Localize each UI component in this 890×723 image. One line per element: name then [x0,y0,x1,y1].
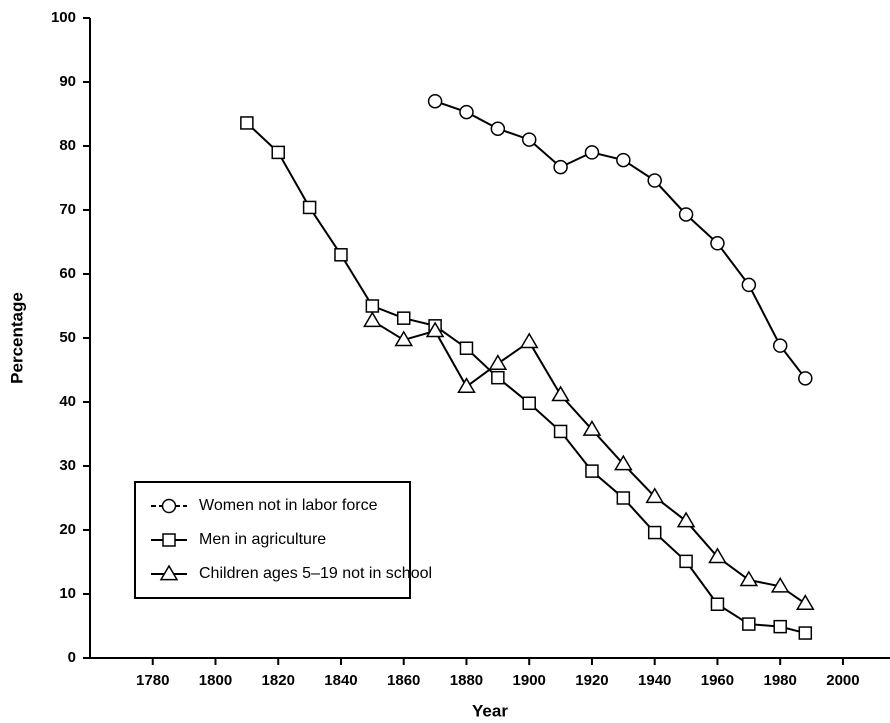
marker [795,594,815,610]
y-tick-label: 60 [59,265,76,282]
marker [488,354,508,370]
marker [739,570,759,587]
legend: Women not in labor force Men in agricultu… [134,481,432,599]
marker [553,159,568,175]
marker [240,116,254,130]
marker [772,338,788,353]
marker [519,332,539,349]
marker [394,330,414,347]
marker [645,487,665,504]
marker [271,145,285,160]
marker [459,341,474,355]
x-tick-label: 1780 [136,672,169,689]
series-line [434,100,807,379]
x-tick-label: 1980 [764,672,797,689]
marker [159,564,179,581]
marker [162,533,176,547]
marker [302,200,317,215]
marker [551,385,570,402]
legend-label: Men in agriculture [199,531,326,548]
x-tick-label: 1820 [262,672,295,689]
y-tick-label: 10 [59,585,76,602]
marker [710,236,725,251]
y-tick-label: 30 [59,457,76,474]
marker [798,371,813,386]
x-tick-label: 1900 [513,672,546,689]
x-tick-label: 1860 [387,672,420,689]
y-tick-label: 0 [68,649,76,666]
marker [678,207,694,222]
marker [427,93,443,109]
marker [363,311,382,328]
y-tick-label: 90 [59,73,76,90]
marker [365,299,380,313]
marker [457,377,476,393]
x-tick-label: 1960 [701,672,734,689]
marker [459,104,474,120]
y-tick-label: 20 [59,521,76,538]
marker [614,454,633,471]
marker [798,626,813,640]
marker [584,145,600,160]
x-axis-label: Year [472,701,508,720]
x-tick-label: 1800 [199,672,232,689]
legend-label: Women not in labor force [199,497,378,514]
marker [334,248,348,262]
y-axis-label: Percentage [7,292,26,384]
marker [676,511,696,528]
marker [161,498,177,514]
marker [396,311,411,325]
legend-label: Children ages 5–19 not in school [199,565,432,582]
marker [522,396,536,411]
marker [710,597,725,611]
marker [708,547,727,564]
marker [616,491,631,505]
marker [647,525,662,540]
y-tick-label: 70 [59,201,76,218]
marker [647,173,662,188]
x-tick-label: 2000 [826,672,859,689]
marker [679,554,693,569]
x-tick-label: 1920 [575,672,608,689]
marker [491,370,505,385]
x-tick-label: 1840 [324,672,357,689]
marker [773,619,787,634]
marker [585,464,599,478]
marker [582,420,602,436]
marker [742,617,756,631]
series-line [371,319,806,605]
marker [490,121,506,136]
marker [553,424,568,439]
y-tick-label: 40 [59,393,76,410]
marker [770,576,790,593]
y-tick-label: 80 [59,137,76,154]
marker [616,152,631,168]
marker [741,277,757,293]
y-tick-label: 100 [51,9,76,26]
marker [425,321,445,338]
x-tick-label: 1880 [450,672,483,689]
y-tick-label: 50 [59,329,76,346]
marker [521,132,537,147]
x-tick-label: 1940 [638,672,671,689]
